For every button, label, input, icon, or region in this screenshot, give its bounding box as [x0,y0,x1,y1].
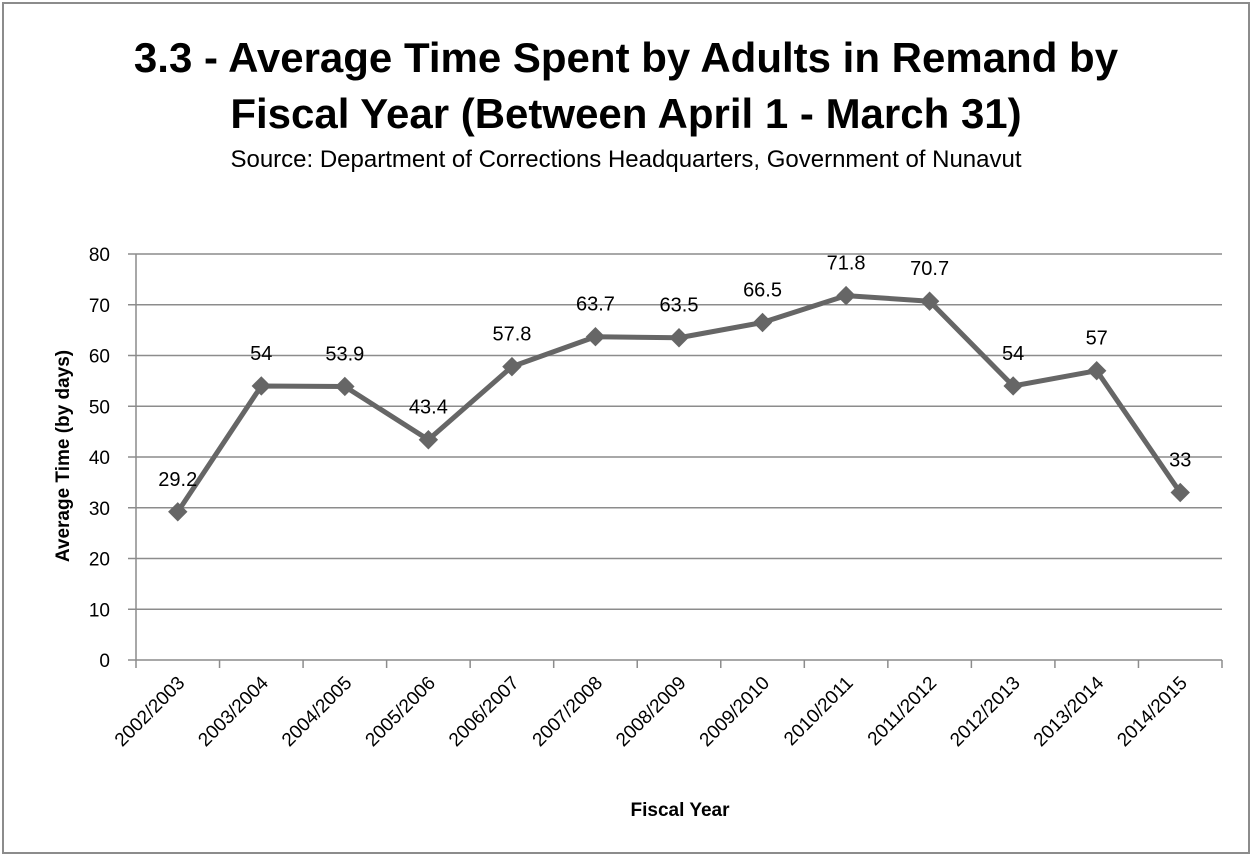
data-point [1086,361,1107,381]
data-label: 57 [1086,328,1108,350]
data-labels: 29.2 54 53.9 43.4 57.8 63.7 63.5 66.5 71.8 70.7 54… [158,253,1191,491]
data-label: 63.7 [576,294,615,316]
y-tick-label: 40 [89,448,110,469]
y-tick-label: 60 [89,347,110,368]
x-tick-label: 2012/2013 [946,673,1024,751]
x-tick-label: 2004/2005 [278,673,356,751]
data-point [585,327,606,347]
data-point [919,291,940,311]
x-axis-title: Fiscal Year [631,800,731,821]
data-label: 33 [1169,450,1191,472]
data-label: 66.5 [743,280,782,302]
x-tick-label: 2003/2004 [194,672,273,751]
data-label: 53.9 [325,343,364,365]
data-point [335,376,355,397]
data-label: 70.7 [910,258,949,280]
data-point [1170,482,1190,503]
gridlines [136,253,1222,610]
x-tick-label: 2011/2012 [864,673,941,750]
data-point [752,312,773,333]
x-tick-label: 2010/2011 [780,673,857,750]
chart-title-line-1: 3.3 - Average Time Spent by Adults in Re… [133,34,1119,81]
data-point [1003,376,1023,396]
y-tick-label: 80 [89,245,110,266]
chart-subtitle: Source: Department of Corrections Headqu… [230,146,1022,173]
x-tick-label: 2002/2003 [111,673,189,751]
y-tick-label: 20 [89,550,110,571]
data-label: 43.4 [409,397,448,419]
data-point [251,376,272,396]
data-label: 54 [1002,343,1024,365]
x-tick-label: 2008/2009 [612,673,690,751]
data-point [502,356,522,377]
y-tick-label: 30 [89,499,110,520]
data-label: 54 [250,343,272,365]
data-point [669,328,689,348]
y-tick-labels: 0 10 20 30 40 50 60 70 80 [89,245,110,672]
axes [128,253,1223,668]
x-tick-labels: 2002/2003 2003/2004 2004/2005 2005/2006 2006… [111,672,1192,751]
data-label: 57.8 [492,324,531,346]
y-tick-label: 50 [89,397,110,418]
data-label: 29.2 [158,469,197,491]
data-point [836,285,856,306]
data-point [168,502,188,522]
chart-title-line-2: Fiscal Year (Between April 1 - March 31) [230,90,1022,137]
y-axis-title: Average Time (by days) [53,350,74,562]
y-tick-label: 0 [99,651,110,672]
data-point [418,430,439,450]
data-label: 71.8 [827,253,866,275]
y-tick-label: 10 [89,600,110,621]
x-tick-label: 2013/2014 [1030,672,1109,751]
x-tick-label: 2014/2015 [1113,673,1191,751]
x-tick-label: 2009/2010 [696,673,774,751]
x-tick-label: 2006/2007 [445,673,523,751]
data-markers [168,285,1190,522]
x-tick-label: 2007/2008 [529,673,607,751]
data-label: 63.5 [660,295,699,317]
y-tick-label: 70 [89,296,110,317]
x-tick-label: 2005/2006 [362,673,440,751]
chart-title: 3.3 - Average Time Spent by Adults in Re… [0,30,1252,142]
